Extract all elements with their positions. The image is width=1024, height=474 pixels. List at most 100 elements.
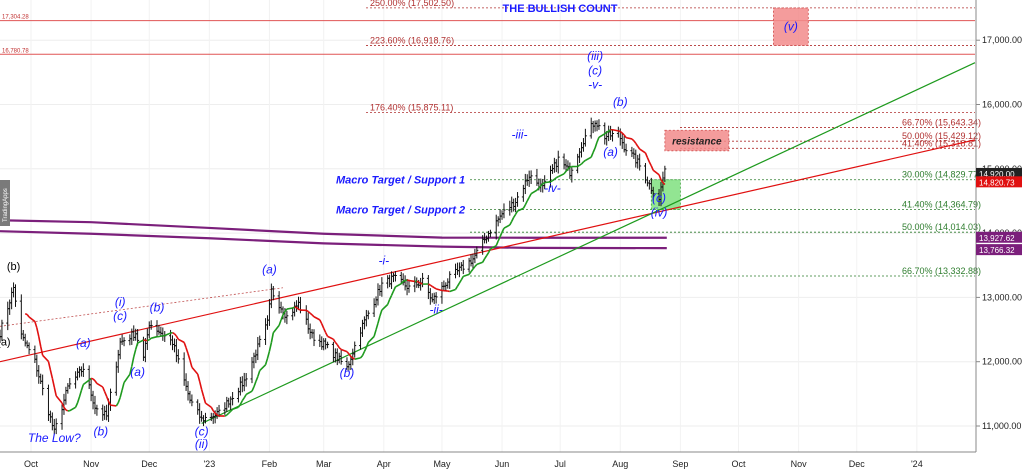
- moving-average-segment: [28, 316, 36, 323]
- moving-average-segment: [42, 354, 50, 362]
- moving-average-segment: [381, 303, 389, 311]
- price-tag: [976, 167, 1022, 179]
- moving-average-segment: [148, 337, 152, 341]
- moving-average-segment: [96, 382, 104, 388]
- price-tag: [976, 244, 1022, 256]
- resistance-zone: [664, 129, 730, 152]
- moving-average-segment: [363, 347, 368, 352]
- moving-average-segment: [390, 290, 395, 296]
- moving-average-segment: [476, 261, 483, 266]
- x-tick-label: Feb: [262, 459, 278, 469]
- x-tick-label: Apr: [377, 459, 391, 469]
- wave-label: The Low?: [28, 431, 81, 445]
- wave-label: (b): [613, 95, 628, 109]
- moving-average-segment: [361, 351, 366, 357]
- moving-average-segment: [53, 386, 57, 397]
- zones: (v) resistance: [650, 7, 809, 211]
- x-tick-label: Oct: [24, 459, 39, 469]
- y-tick-label: 12,000.00: [982, 357, 1022, 367]
- moving-average-segment: [501, 227, 505, 233]
- moving-average-segment: [196, 373, 201, 382]
- moving-average-segment: [503, 224, 511, 229]
- moving-average-segment: [119, 389, 123, 398]
- long-ma-line-1: [0, 219, 667, 239]
- moving-average-segment: [375, 322, 379, 331]
- moving-average-segment: [402, 279, 406, 283]
- green-trendline: [201, 62, 976, 424]
- wave-label: (c): [652, 191, 666, 205]
- moving-average-segment: [92, 378, 96, 382]
- moving-average-segment: [131, 356, 135, 367]
- moving-average-segment: [596, 136, 600, 143]
- moving-average-segment: [257, 370, 261, 377]
- moving-average-segment: [266, 350, 271, 359]
- moving-average-segment: [237, 403, 242, 408]
- moving-average-segment: [191, 366, 199, 375]
- x-tick-label: Jun: [495, 459, 510, 469]
- wave-label: (ii): [195, 437, 208, 451]
- moving-average-segment: [590, 152, 594, 158]
- wave-label: (i): [115, 295, 126, 309]
- moving-average-segment: [388, 295, 393, 300]
- moving-average-segment: [259, 364, 267, 372]
- wave-v-target-label: (v): [784, 20, 798, 34]
- moving-average-segment: [210, 406, 214, 412]
- moving-average-segment: [660, 179, 664, 183]
- moving-average-segment: [454, 285, 459, 290]
- price-tag-label: 13,766.32: [979, 246, 1015, 255]
- macro-label: Macro Target / Support 2: [336, 205, 465, 217]
- moving-average-segment: [47, 361, 52, 371]
- moving-average-segment: [352, 357, 356, 360]
- moving-average-segment: [567, 166, 571, 170]
- moving-average-segment: [117, 397, 121, 404]
- moving-average-segment: [216, 414, 220, 417]
- long-ma-line-2: [0, 230, 667, 250]
- moving-average-segment: [115, 402, 119, 407]
- moving-average-segment: [485, 252, 490, 257]
- x-axis: Oct Nov Dec '23 Feb Mar Apr May Jun Jul Aug Sep Oct N…: [24, 459, 923, 469]
- moving-average-segment: [39, 346, 44, 356]
- moving-average-segment: [183, 342, 187, 348]
- wave-label: (c): [113, 309, 127, 323]
- wave-label: (b): [340, 366, 355, 380]
- wave-label: -i-: [378, 254, 389, 268]
- moving-average-segment: [270, 332, 275, 343]
- moving-average-segment: [637, 145, 641, 150]
- moving-average-segment: [598, 133, 606, 138]
- moving-average-segment: [373, 329, 377, 337]
- moving-average-segment: [226, 412, 230, 416]
- moving-average-segment: [334, 341, 338, 346]
- fib-label: 250.00% (17,502.50): [370, 0, 454, 8]
- moving-average-segment: [34, 321, 38, 329]
- price-tag-label: 13,927.62: [979, 234, 1015, 243]
- moving-average-segment: [528, 193, 532, 198]
- moving-average-segment: [241, 397, 245, 402]
- moving-average-segment: [123, 373, 131, 384]
- moving-average-segment: [365, 342, 370, 348]
- moving-average-segment: [80, 384, 85, 391]
- moving-average-segment: [648, 161, 653, 167]
- moving-average-segment: [74, 402, 79, 408]
- moving-average-segment: [497, 236, 501, 242]
- wave-label: (iv): [651, 205, 668, 219]
- moving-average-segment: [565, 168, 569, 172]
- wave-label: (a): [603, 145, 618, 159]
- x-tick-label: '24: [911, 459, 923, 469]
- moving-average-segment: [175, 335, 180, 340]
- moving-average-segment: [517, 207, 524, 212]
- price-tag: [976, 176, 1022, 188]
- moving-average-segment: [202, 396, 207, 404]
- wave-label: -iii-: [511, 128, 527, 142]
- moving-average-segment: [644, 152, 649, 158]
- wave-v-target-zone: [773, 7, 809, 46]
- moving-average-segment: [292, 306, 295, 309]
- moving-average-segment: [255, 376, 259, 382]
- moving-average-segment: [121, 382, 125, 391]
- moving-average-segment: [379, 309, 383, 317]
- moving-average-segment: [553, 177, 557, 180]
- x-tick-label: Nov: [791, 459, 808, 469]
- wave-label: -iv-: [544, 181, 561, 195]
- price-tag-label: 14,820.73: [979, 178, 1015, 187]
- fib-label: 41.40% (14,364.79): [902, 200, 981, 210]
